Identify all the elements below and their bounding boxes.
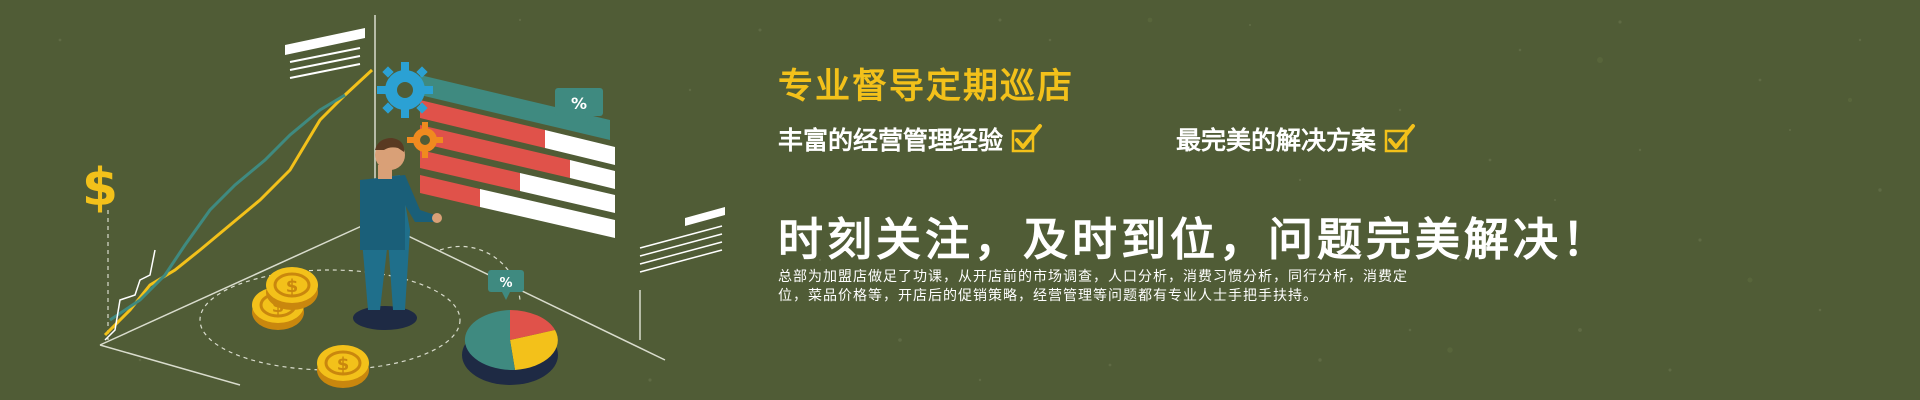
feature-label: 丰富的经营管理经验 (778, 126, 1004, 155)
gear-small-icon (407, 122, 443, 158)
teal-trend-line (109, 93, 346, 322)
right-sign (639, 207, 725, 273)
gear-icon (377, 62, 433, 118)
feature-label: 最完美的解决方案 (1176, 126, 1377, 155)
white-stair-line (104, 249, 156, 341)
svg-text:$: $ (337, 354, 350, 375)
feature-experience: 丰富的经营管理经验 (778, 121, 1043, 157)
top-sign (285, 28, 365, 79)
svg-text:%: % (571, 94, 587, 113)
coin-icon: $ (266, 267, 318, 310)
businessman-figure (353, 138, 442, 330)
dollar-sign-icon: $ (82, 158, 118, 218)
pie-chart-icon: % (462, 270, 558, 385)
percent-badge-icon: % (555, 88, 603, 126)
description: 总部为加盟店做足了功课，从开店前的市场调查，人口分析，消费习惯分析，同行分析，消… (778, 269, 1408, 304)
dashed-orbits (199, 245, 521, 371)
yellow-trend-line (103, 68, 374, 337)
svg-text:%: % (499, 276, 512, 291)
svg-text:$: $ (286, 276, 299, 297)
slogan: 时刻关注，及时到位，问题完美解决！ (778, 213, 1612, 266)
checkbox-checked-icon (1384, 124, 1416, 153)
business-illustration: $ % (82, 15, 725, 388)
feature-solution: 最完美的解决方案 (1176, 121, 1416, 157)
checkbox-checked-icon (1011, 124, 1043, 153)
coin-icon: $ (317, 345, 369, 388)
bar-chart-board (420, 75, 615, 238)
headline: 专业督导定期巡店 (778, 66, 1075, 107)
